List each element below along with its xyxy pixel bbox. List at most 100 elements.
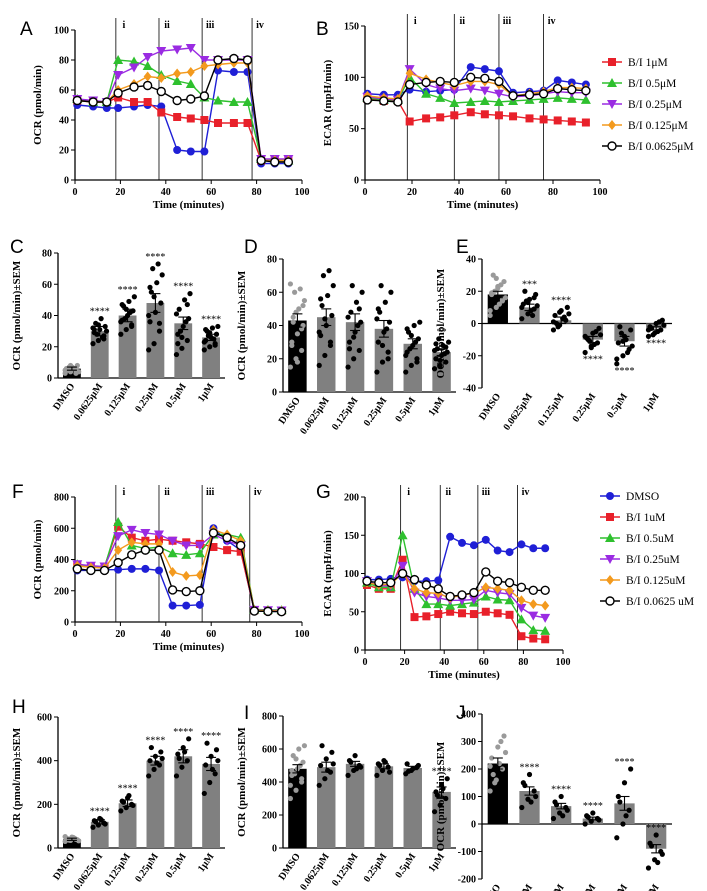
- data-point: [443, 359, 449, 365]
- data-point: [194, 548, 205, 558]
- data-point: [157, 108, 166, 117]
- y-tick-label: 40: [466, 255, 476, 266]
- data-point: [433, 356, 439, 362]
- data-point: [330, 761, 336, 767]
- data-point: [207, 344, 213, 350]
- data-point: [215, 758, 221, 764]
- data-point: [465, 96, 476, 106]
- x-axis-label: Time (minutes): [428, 669, 500, 681]
- injection-label: ii: [445, 487, 451, 498]
- data-point: [362, 576, 372, 586]
- x-tick-label: 0.25μM: [133, 851, 161, 884]
- data-point: [398, 555, 407, 564]
- series-5: [72, 528, 287, 617]
- data-point: [617, 324, 623, 330]
- data-point: [325, 292, 331, 299]
- y-tick-label: 100: [344, 569, 359, 580]
- x-tick-label: 0.25μM: [571, 391, 599, 424]
- significance-label: ****: [432, 767, 452, 778]
- data-point: [156, 86, 166, 97]
- y-axis-label: OCR (pmol/min)±SEM: [236, 727, 248, 837]
- data-point: [481, 535, 490, 544]
- significance-label: ****: [118, 784, 138, 795]
- x-tick-label: 0.5μM: [393, 395, 418, 424]
- data-point: [582, 333, 588, 339]
- data-point: [386, 769, 393, 775]
- data-point: [435, 84, 446, 94]
- data-point: [209, 543, 218, 551]
- data-point: [538, 89, 549, 99]
- data-point: [397, 561, 408, 571]
- bar: [317, 767, 336, 848]
- data-point: [618, 330, 625, 336]
- data-point: [505, 585, 514, 596]
- y-tick-label: 20: [267, 354, 277, 365]
- y-tick-label: -100: [458, 847, 476, 858]
- data-point: [435, 92, 446, 102]
- data-point: [215, 323, 221, 330]
- x-tick-label: 0.125μM: [536, 391, 567, 429]
- data-point: [127, 550, 137, 560]
- legend-label: B/I 0.125uM: [626, 575, 685, 587]
- series-line: [367, 76, 586, 104]
- data-point: [299, 776, 305, 782]
- panel-e: E -40 -20 0 20 40 OCR (pmol/min)±SEM DMSO *** 0.0…: [435, 237, 672, 433]
- data-point: [581, 85, 591, 96]
- data-point: [186, 94, 196, 104]
- data-point: [172, 45, 183, 55]
- data-point: [528, 585, 538, 596]
- data-point: [517, 632, 526, 641]
- data-point: [212, 771, 218, 777]
- y-tick-label: 200: [54, 586, 69, 597]
- x-tick-label: 0.5μM: [605, 391, 630, 420]
- data-point: [186, 114, 195, 123]
- data-point: [181, 541, 192, 551]
- data-point: [153, 530, 164, 540]
- data-point: [479, 86, 490, 96]
- data-point: [98, 316, 104, 322]
- data-point: [142, 53, 153, 62]
- data-point: [213, 95, 224, 105]
- data-point: [114, 104, 123, 112]
- y-tick-label: 0: [64, 176, 69, 187]
- data-point: [113, 517, 124, 526]
- data-point: [353, 299, 360, 305]
- legend-label: B/I 0.25uM: [626, 554, 680, 566]
- data-point: [356, 347, 362, 354]
- data-point: [487, 312, 493, 319]
- significance-label: ****: [646, 823, 666, 834]
- injection-label: iii: [482, 487, 491, 498]
- data-point: [90, 824, 96, 830]
- x-tick-label: 20: [115, 187, 125, 198]
- data-point: [179, 334, 185, 340]
- legend-marker: [606, 575, 614, 585]
- data-point: [422, 587, 431, 598]
- data-point: [525, 114, 534, 123]
- data-point: [187, 291, 193, 297]
- data-point: [323, 756, 329, 762]
- data-point: [297, 286, 303, 292]
- data-point: [415, 762, 421, 769]
- data-point: [316, 329, 322, 335]
- data-point: [201, 347, 207, 353]
- data-point: [130, 802, 136, 809]
- significance-label: ****: [90, 307, 110, 318]
- y-tick-label: 400: [54, 555, 69, 566]
- data-point: [550, 815, 557, 822]
- x-tick-label: DMSO: [277, 851, 303, 882]
- data-point: [154, 566, 163, 575]
- data-point: [457, 590, 467, 600]
- data-point: [151, 341, 157, 347]
- x-tick-label: 0: [363, 657, 368, 668]
- data-point: [118, 808, 124, 814]
- data-point: [410, 613, 419, 622]
- data-point: [620, 821, 626, 827]
- data-point: [102, 97, 112, 107]
- data-point: [405, 117, 414, 126]
- panel-h: H 0 200 400 600 OCR (pmol/min)±SEM DMSO **** 0.0…: [11, 697, 225, 891]
- data-point: [229, 53, 239, 64]
- injection-label: i: [414, 16, 417, 27]
- x-tick-label: 1μM: [641, 391, 662, 414]
- series-line: [77, 57, 289, 163]
- legend-marker: [607, 100, 617, 109]
